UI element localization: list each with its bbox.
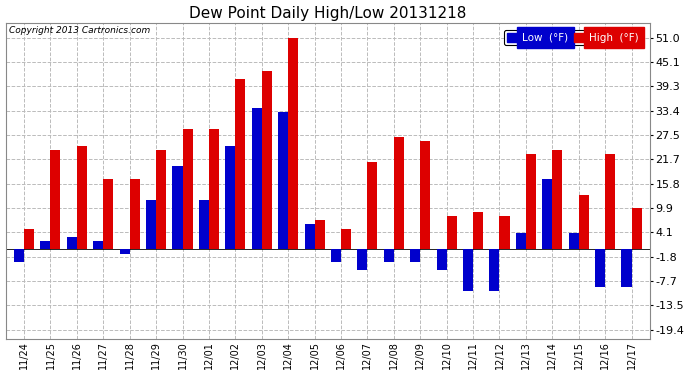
Bar [93, 241, 104, 249]
Bar [67, 237, 77, 249]
Bar [420, 141, 431, 249]
Bar [104, 179, 113, 249]
Bar [552, 150, 562, 249]
Title: Dew Point Daily High/Low 20131218: Dew Point Daily High/Low 20131218 [189, 6, 466, 21]
Bar [331, 249, 341, 262]
Bar [463, 249, 473, 291]
Bar [24, 229, 34, 249]
Bar [394, 137, 404, 249]
Bar [278, 112, 288, 249]
Bar [183, 129, 193, 249]
Bar [341, 229, 351, 249]
Legend: Low  (°F), High  (°F): Low (°F), High (°F) [504, 30, 642, 45]
Bar [595, 249, 605, 287]
Bar [579, 195, 589, 249]
Bar [262, 71, 272, 249]
Bar [437, 249, 446, 270]
Bar [119, 249, 130, 254]
Bar [446, 216, 457, 249]
Bar [235, 79, 246, 249]
Bar [209, 129, 219, 249]
Bar [304, 225, 315, 249]
Bar [156, 150, 166, 249]
Bar [357, 249, 367, 270]
Bar [542, 179, 552, 249]
Bar [50, 150, 61, 249]
Bar [605, 154, 615, 249]
Bar [315, 220, 324, 249]
Bar [473, 212, 483, 249]
Bar [516, 233, 526, 249]
Bar [526, 154, 536, 249]
Bar [288, 38, 298, 249]
Bar [41, 241, 50, 249]
Bar [410, 249, 420, 262]
Bar [489, 249, 500, 291]
Bar [199, 200, 209, 249]
Bar [252, 108, 262, 249]
Bar [384, 249, 394, 262]
Bar [226, 146, 235, 249]
Text: Copyright 2013 Cartronics.com: Copyright 2013 Cartronics.com [9, 26, 150, 35]
Bar [622, 249, 631, 287]
Bar [172, 166, 183, 249]
Bar [14, 249, 24, 262]
Bar [130, 179, 140, 249]
Bar [500, 216, 509, 249]
Bar [367, 162, 377, 249]
Bar [631, 208, 642, 249]
Bar [77, 146, 87, 249]
Bar [146, 200, 156, 249]
Bar [569, 233, 579, 249]
